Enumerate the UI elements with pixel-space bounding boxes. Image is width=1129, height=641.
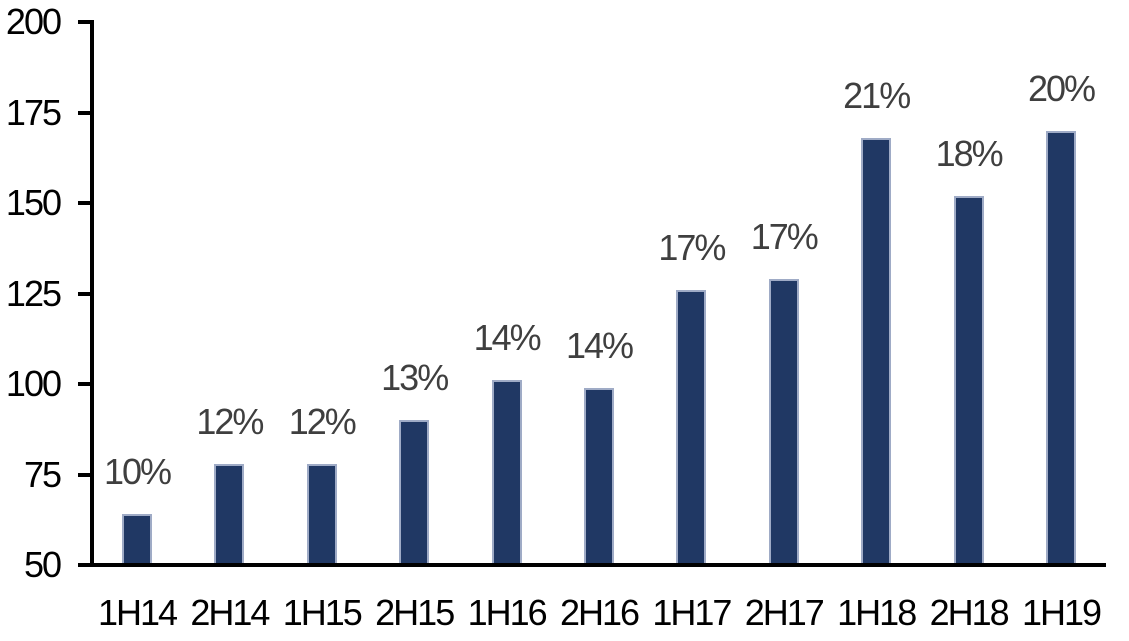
x-tick-label: 1H18 — [837, 592, 917, 633]
bar-data-label: 21% — [843, 74, 911, 116]
x-tick-label: 1H16 — [467, 592, 548, 633]
bar — [491, 380, 522, 563]
bar — [306, 463, 337, 563]
y-tick-label: 200 — [5, 1, 62, 42]
x-tick-label: 1H19 — [1021, 592, 1102, 633]
y-tick-label: 125 — [5, 272, 62, 314]
y-axis-line — [90, 20, 94, 567]
y-tick-mark — [78, 472, 91, 477]
bar-data-label: 13% — [381, 357, 449, 399]
bar — [122, 514, 152, 563]
x-tick-label: 1H15 — [282, 592, 363, 633]
x-tick-label: 2H15 — [375, 592, 455, 633]
bar-data-label: 17% — [658, 226, 726, 268]
bar — [861, 137, 892, 563]
bar-data-label: 12% — [196, 400, 264, 442]
y-tick-label: 75 — [23, 453, 62, 495]
y-tick-mark — [78, 201, 91, 205]
x-tick-label: 2H16 — [559, 592, 640, 633]
bar-data-label: 20% — [1027, 67, 1096, 109]
bar — [953, 195, 984, 563]
y-tick-label: 100 — [5, 363, 62, 404]
bar — [584, 387, 614, 563]
bar-data-label: 17% — [750, 216, 819, 258]
y-tick-mark — [78, 291, 91, 296]
bar — [214, 463, 245, 563]
x-tick-label: 2H18 — [929, 592, 1010, 633]
y-tick-label: 50 — [23, 544, 62, 585]
x-axis-line — [90, 563, 1106, 567]
bar-data-label: 14% — [473, 317, 542, 359]
bar — [1046, 130, 1076, 563]
x-tick-label: 1H17 — [652, 592, 732, 633]
bar — [768, 279, 799, 563]
x-tick-label: 2H17 — [744, 592, 825, 633]
y-tick-label: 175 — [5, 91, 62, 133]
y-tick-label: 150 — [5, 182, 62, 223]
bar-data-label: 10% — [103, 451, 172, 493]
y-tick-mark — [78, 110, 91, 115]
x-tick-label: 1H14 — [97, 592, 178, 633]
bar — [676, 289, 707, 563]
bar-data-label: 12% — [288, 400, 357, 442]
bar-data-label: 14% — [565, 324, 634, 366]
bar-data-label: 18% — [935, 132, 1004, 174]
bar — [399, 420, 430, 563]
y-tick-mark — [78, 382, 91, 386]
x-tick-label: 2H14 — [190, 592, 270, 633]
y-tick-mark — [78, 563, 91, 567]
y-tick-mark — [78, 20, 91, 24]
